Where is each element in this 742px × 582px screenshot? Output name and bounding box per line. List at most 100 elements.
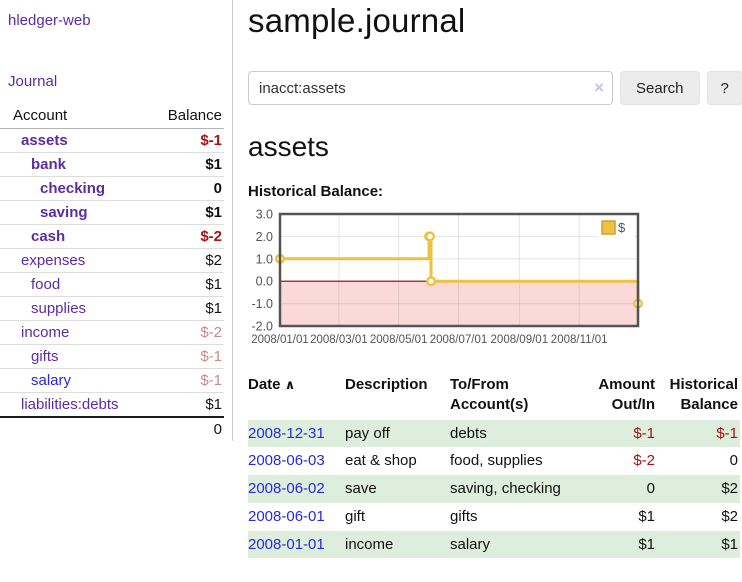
help-button[interactable]: ? [706, 71, 742, 105]
x-axis-tick-label: 2008/05/01 [370, 334, 428, 346]
account-row: bank $1 [0, 152, 224, 177]
legend-swatch [601, 220, 616, 235]
transaction-date-link[interactable]: 2008-12-31 [248, 424, 325, 442]
plot-border [278, 212, 640, 328]
transaction-balance: $-1 [657, 419, 740, 448]
clear-search-icon[interactable]: × [594, 78, 604, 97]
transaction-amount: $1 [575, 530, 657, 559]
legend-label: $ [618, 220, 626, 235]
transaction-balance: $2 [721, 507, 738, 525]
account-balance: $1 [141, 200, 224, 225]
chart-container: $3.0 2.0 1.0 0.0 -1.0 -2.0 2008/01/01 2008/03/0… [248, 208, 742, 355]
accounts-table: Account Balance assets $-1 bank $1 checking 0… [0, 104, 224, 441]
register-row: 2008-01-01 income salary $1 $1 [248, 530, 740, 559]
transaction-date-link[interactable]: 2008-06-02 [248, 480, 325, 497]
y-axis-tick-label: -1.0 [251, 297, 273, 311]
search-input-wrap: × [248, 71, 613, 105]
account-balance: $-2 [141, 320, 224, 345]
sidebar: hledger-web Journal Account Balance asse… [0, 0, 233, 441]
transaction-description: gift [345, 507, 366, 525]
account-link[interactable]: liabilities:debts [21, 396, 119, 413]
account-balance: $1 [141, 272, 224, 297]
chart-label: Historical Balance: [248, 183, 384, 200]
transaction-amount: $-2 [633, 452, 655, 470]
transaction-date-link[interactable]: 2008-06-01 [248, 507, 325, 525]
account-link[interactable]: assets [21, 132, 68, 149]
accounts-col-balance: Balance [141, 104, 224, 129]
register-col-amount: Amount Out/In [575, 373, 657, 420]
account-balance: $1 [141, 152, 224, 177]
account-balance: $-1 [141, 344, 224, 369]
account-link[interactable]: gifts [31, 348, 59, 365]
main-content: sample.journal × Search ? assets Histori… [233, 0, 742, 559]
account-row: salary $-1 [0, 368, 224, 393]
register-table: Date ∧ Description To/From Account(s) Amo… [248, 373, 740, 559]
register-col-description: Description [345, 376, 428, 393]
negative-region [280, 281, 638, 326]
register-col-date[interactable]: Date ∧ [248, 373, 345, 420]
transaction-date-link[interactable]: 2008-01-01 [248, 535, 325, 553]
account-link[interactable]: cash [31, 228, 66, 245]
account-balance: $2 [141, 248, 224, 273]
sort-ascending-icon: ∧ [284, 377, 296, 392]
x-axis-tick-label: 2008/01/01 [251, 334, 309, 346]
amount-header-line1: Amount [598, 376, 655, 393]
account-link[interactable]: supplies [31, 300, 87, 317]
amount-header-line2: Out/In [611, 396, 655, 414]
y-axis-tick-label: 3.0 [256, 208, 273, 222]
account-link[interactable]: checking [40, 180, 106, 197]
transaction-date-link[interactable]: 2008-06-03 [248, 452, 325, 470]
account-row: food $1 [0, 272, 224, 297]
account-link[interactable]: income [21, 324, 70, 341]
account-link[interactable]: bank [31, 156, 67, 173]
register-col-accounts: To/From Account(s) [450, 373, 575, 420]
accounts-header-line1: To/From [450, 376, 509, 393]
transaction-balance: $2 [657, 475, 740, 503]
account-balance: 0 [141, 176, 224, 201]
search-input[interactable] [248, 71, 613, 105]
balance-header-line1: Historical [669, 376, 738, 393]
transaction-description: income [345, 530, 450, 559]
data-point-marker [426, 276, 437, 287]
x-axis-tick-label: 2008/11/01 [551, 334, 608, 346]
transaction-description: save [345, 475, 450, 503]
account-row: assets $-1 [0, 128, 224, 153]
search-button[interactable]: Search [620, 71, 700, 105]
account-title: assets [248, 131, 329, 162]
y-axis-tick-label: 0.0 [256, 275, 273, 289]
register-row: 2008-06-02 save saving, checking 0 $2 [248, 475, 740, 503]
search-bar: × Search ? [248, 71, 742, 105]
accounts-total-row: 0 [0, 416, 224, 441]
y-axis-tick-label: 1.0 [256, 252, 273, 266]
account-balance: $1 [141, 392, 224, 418]
data-point-marker [425, 231, 436, 242]
transaction-amount: 0 [575, 475, 657, 503]
account-link[interactable]: saving [40, 204, 88, 221]
accounts-col-account: Account [0, 104, 142, 129]
transaction-accounts: gifts [450, 507, 478, 525]
transaction-accounts: salary [450, 530, 575, 559]
transaction-balance: 0 [729, 452, 738, 470]
account-row: liabilities:debts $1 [0, 392, 224, 418]
register-col-balance: Historical Balance [657, 373, 740, 420]
account-link[interactable]: food [31, 276, 61, 293]
transaction-description: pay off [345, 419, 450, 448]
account-row: supplies $1 [0, 296, 224, 321]
transaction-accounts: saving, checking [450, 475, 575, 503]
account-link[interactable]: expenses [21, 252, 86, 269]
register-row: 2008-06-01 gift gifts $1 $2 [248, 503, 740, 531]
sidebar-item-journal[interactable]: Journal [8, 73, 58, 90]
account-row: saving $1 [0, 200, 224, 225]
account-link[interactable]: salary [31, 372, 72, 389]
transaction-balance: $1 [657, 530, 740, 559]
page-title: sample.journal [248, 2, 466, 39]
balance-header-line2: Balance [680, 396, 738, 414]
account-row: expenses $2 [0, 248, 224, 273]
date-header-label: Date [248, 376, 281, 393]
account-row: checking 0 [0, 176, 224, 201]
account-row: gifts $-1 [0, 344, 224, 369]
accounts-table-header: Account Balance [0, 104, 224, 129]
app-title-link[interactable]: hledger-web [8, 12, 91, 29]
